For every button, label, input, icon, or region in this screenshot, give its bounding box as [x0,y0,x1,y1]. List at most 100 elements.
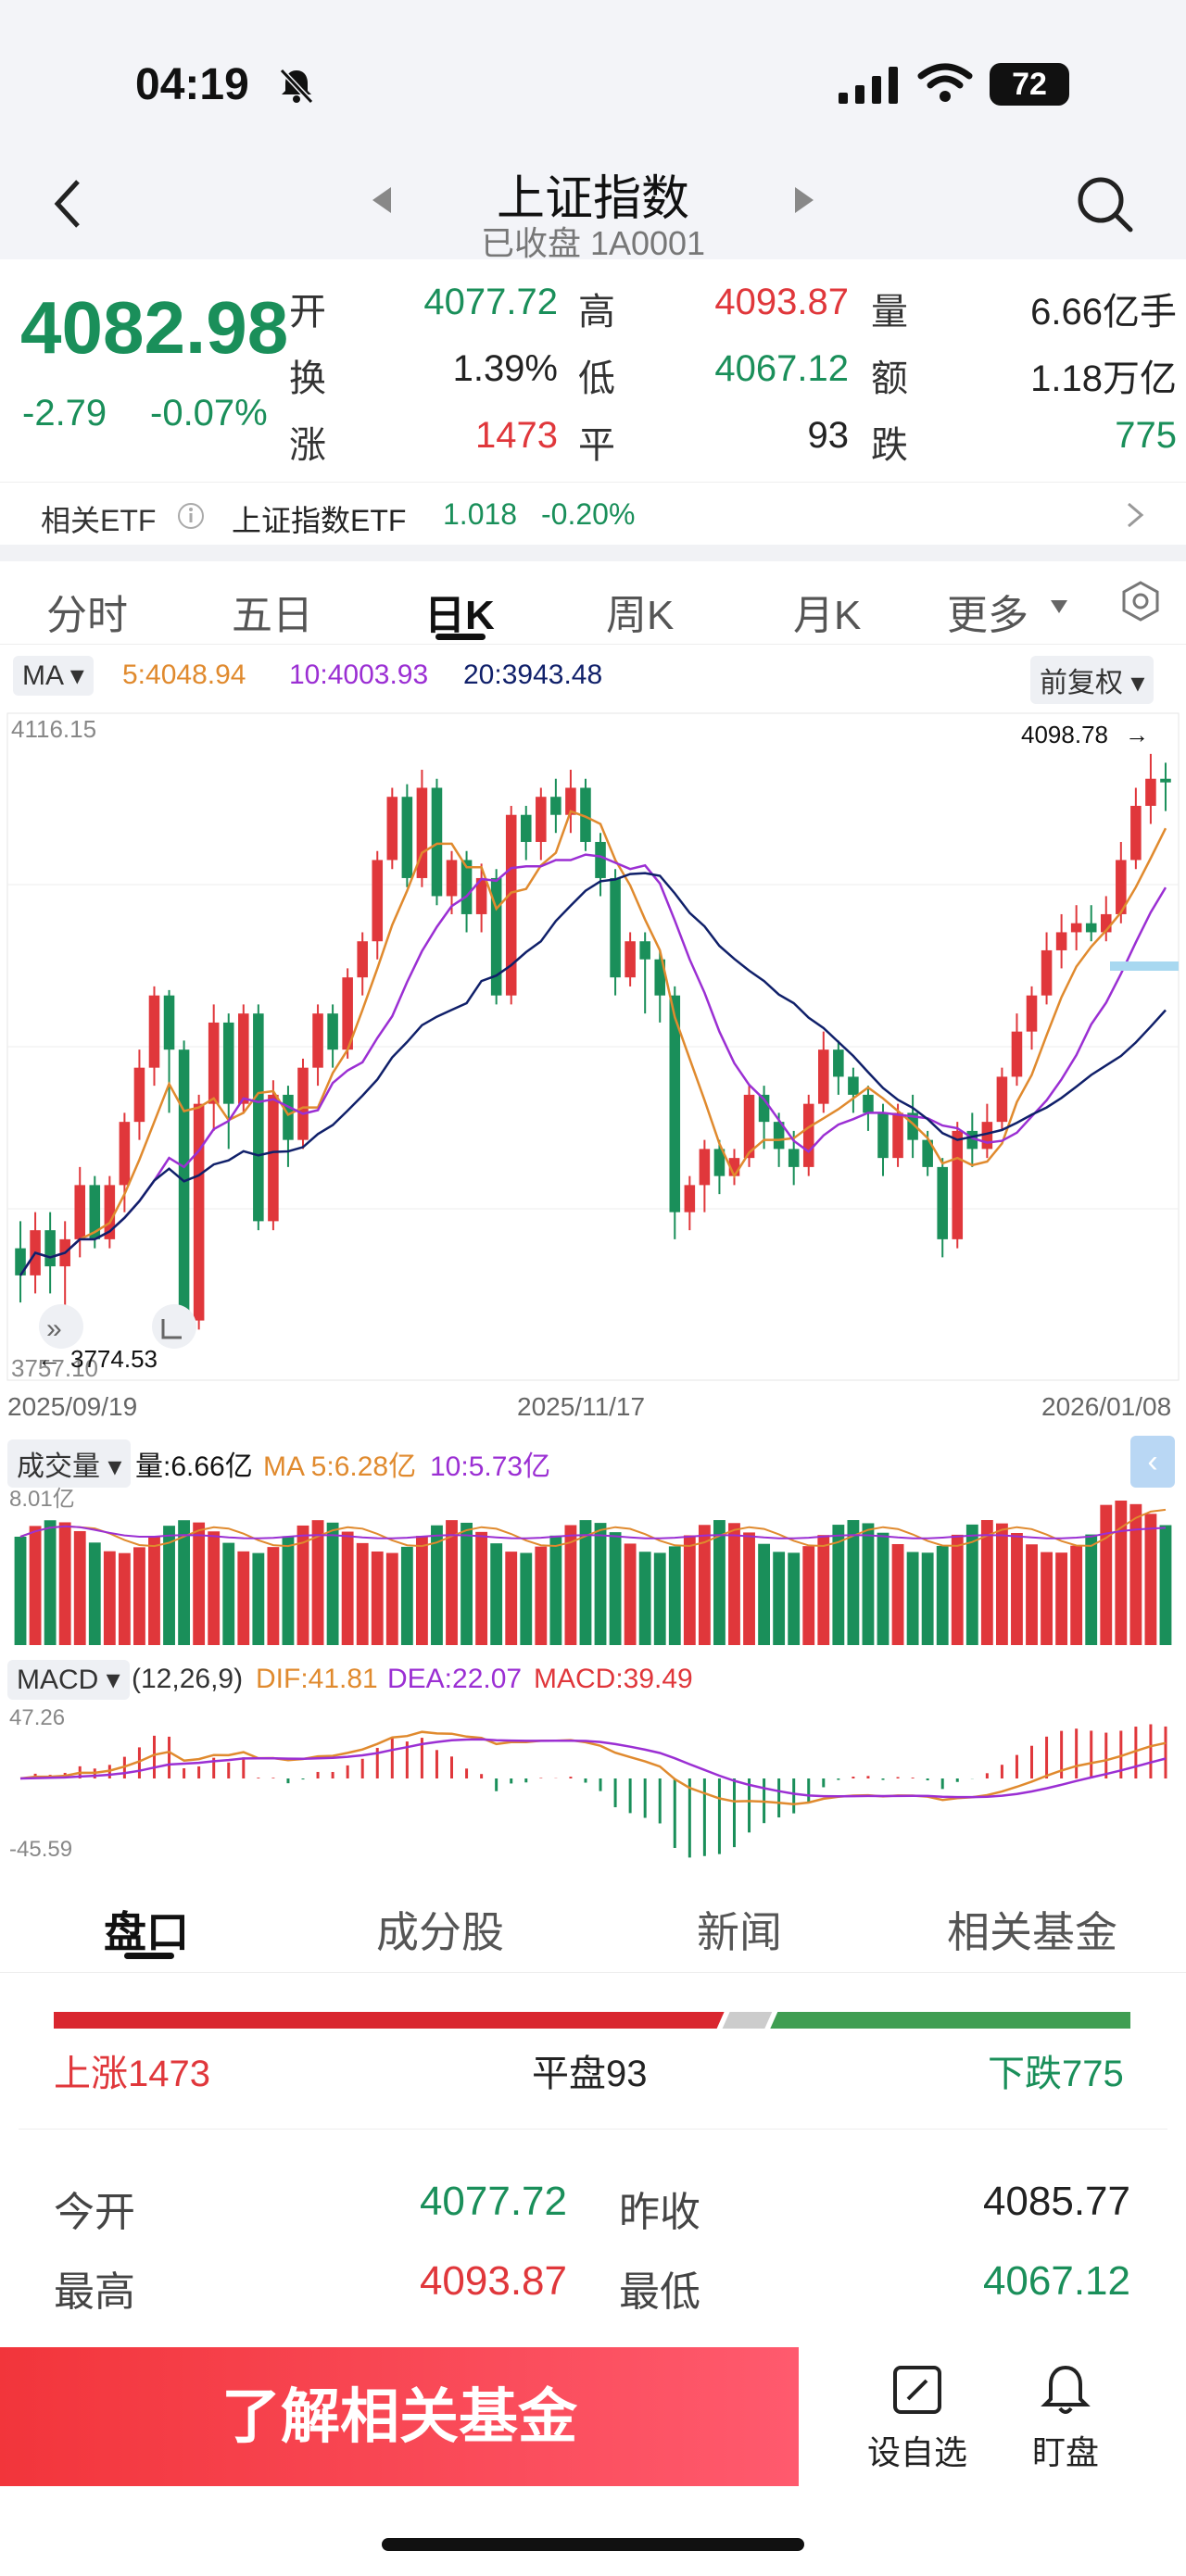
candle-body [669,995,681,1213]
watch-alert-button[interactable]: 盯盘 [1001,2362,1130,2474]
candle-body [74,1185,86,1239]
tab-daily-k[interactable]: 日K [424,593,495,638]
candlestick-chart[interactable]: 4116.15 3757.10 4098.78 → ← 3774.53 » 20… [0,704,1186,1445]
candle-body [133,1067,145,1123]
macd-legend: MACD ▾ (12,26,9) DIF:41.81 DEA:22.07 MAC… [0,1656,1186,1703]
volume-chart: 8.01亿 [9,1487,1172,1645]
stat-low-value: 4067.12 [982,2258,1130,2304]
stat-prev-close-value: 4085.77 [982,2179,1130,2224]
volume-bar [356,1542,369,1645]
candle-body [386,797,398,861]
candle-body [773,1122,785,1150]
volume-current: 量:6.66亿 [135,1451,253,1482]
quote-panel [0,259,1186,482]
tab-five-day[interactable]: 五日 [232,593,313,638]
candle-body [639,941,650,960]
etf-name: 上证指数ETF [232,504,407,537]
ma5-value: 5:4048.94 [122,660,246,690]
tab-more[interactable]: 更多 [947,593,1028,638]
volume-bar [743,1532,755,1645]
fullscreen-button[interactable] [152,1304,196,1349]
breadth-down-segment [770,2012,1130,2029]
stat-low-label: 最低 [619,2269,700,2315]
candle-body [431,787,443,897]
expand-left-button[interactable] [39,1304,83,1349]
candle-body [877,1112,889,1159]
volume-bar [267,1547,280,1645]
tab-order-book[interactable]: 盘口 [104,1908,189,1956]
home-indicator [382,2538,804,2551]
candle-body [1145,778,1156,806]
candle-body [743,1094,755,1159]
volume-bar [773,1552,786,1645]
tab-constituents[interactable]: 成分股 [376,1908,504,1956]
learn-related-funds-button[interactable]: 了解相关基金 [0,2347,799,2486]
breadth-up-segment [54,2012,725,2029]
volume-bar [891,1543,904,1645]
add-watchlist-button[interactable]: 设自选 [852,2362,982,2474]
ma-selector[interactable]: MA ▾ [13,656,94,696]
tab-monthly-k[interactable]: 月K [793,593,862,638]
volume-bar [14,1537,27,1645]
candle-body [357,941,368,978]
price-level-marker [1110,961,1179,971]
candle-body [505,814,517,996]
candle-body [550,797,561,815]
breadth-flat: 平盘93 [532,2054,648,2094]
candle-body [416,787,428,878]
candle-body [163,995,175,1050]
candle-body [283,1094,294,1140]
candle-body [952,1130,964,1239]
candle-body [1055,932,1067,950]
tab-news[interactable]: 新闻 [697,1908,782,1956]
macd-chart: 47.26 -45.59 [9,1705,1167,1862]
candle-body [937,1166,948,1239]
volume-selector[interactable]: 成交量 ▾ [7,1439,132,1488]
candle-body [520,814,532,842]
info-icon[interactable] [176,501,206,531]
back-icon[interactable] [50,176,87,232]
volume-bar [326,1522,339,1645]
candle-body [1011,1031,1023,1077]
tab-weekly-k[interactable]: 周K [606,593,675,638]
candle-body [104,1185,116,1239]
quote-value: 775 [1115,415,1177,456]
volume-bar [311,1520,324,1645]
candle-body [625,941,636,978]
breadth-flat-segment [722,2012,773,2029]
y-axis-bottom: 3757.10 [11,1354,98,1382]
candle-body [44,1230,56,1267]
volume-bar [965,1524,978,1645]
fullscreen-icon [161,1319,182,1339]
volume-ma5-line [19,1508,1167,1548]
search-icon[interactable] [1075,174,1134,233]
prev-index-icon[interactable] [369,183,397,217]
quote-label: 低 [578,358,615,399]
nav-bar [0,167,1186,259]
macd-selector[interactable]: MACD ▾ [7,1660,130,1700]
volume-bar [520,1552,533,1645]
battery-icon: 72 [990,63,1069,106]
candle-body [312,1013,323,1068]
tab-related-funds[interactable]: 相关基金 [947,1908,1117,1956]
volume-bar [1129,1503,1142,1645]
current-price: 4082.98 [20,286,289,369]
volume-bar [1115,1501,1128,1645]
candle-body [966,1130,978,1150]
next-index-icon[interactable] [789,183,817,217]
adjust-selector[interactable]: 前复权 ▾ [1030,656,1154,704]
candle-body [565,787,576,815]
collapse-panel-button[interactable]: ‹ [1130,1436,1175,1488]
quote-label: 平 [578,425,615,466]
candle-body [833,1049,844,1077]
tab-intraday[interactable]: 分时 [46,593,128,638]
stat-high-label: 最高 [54,2269,135,2315]
candle-body [699,1149,711,1186]
candle-body [728,1158,740,1176]
volume-bar [951,1534,964,1645]
settings-icon[interactable] [1119,580,1162,622]
related-etf-row[interactable]: 相关ETF 上证指数ETF 1.018 -0.20% [0,482,1186,545]
ma10-value: 10:4003.93 [289,660,429,690]
candle-body [490,877,502,996]
stat-open-label: 今开 [54,2190,135,2235]
